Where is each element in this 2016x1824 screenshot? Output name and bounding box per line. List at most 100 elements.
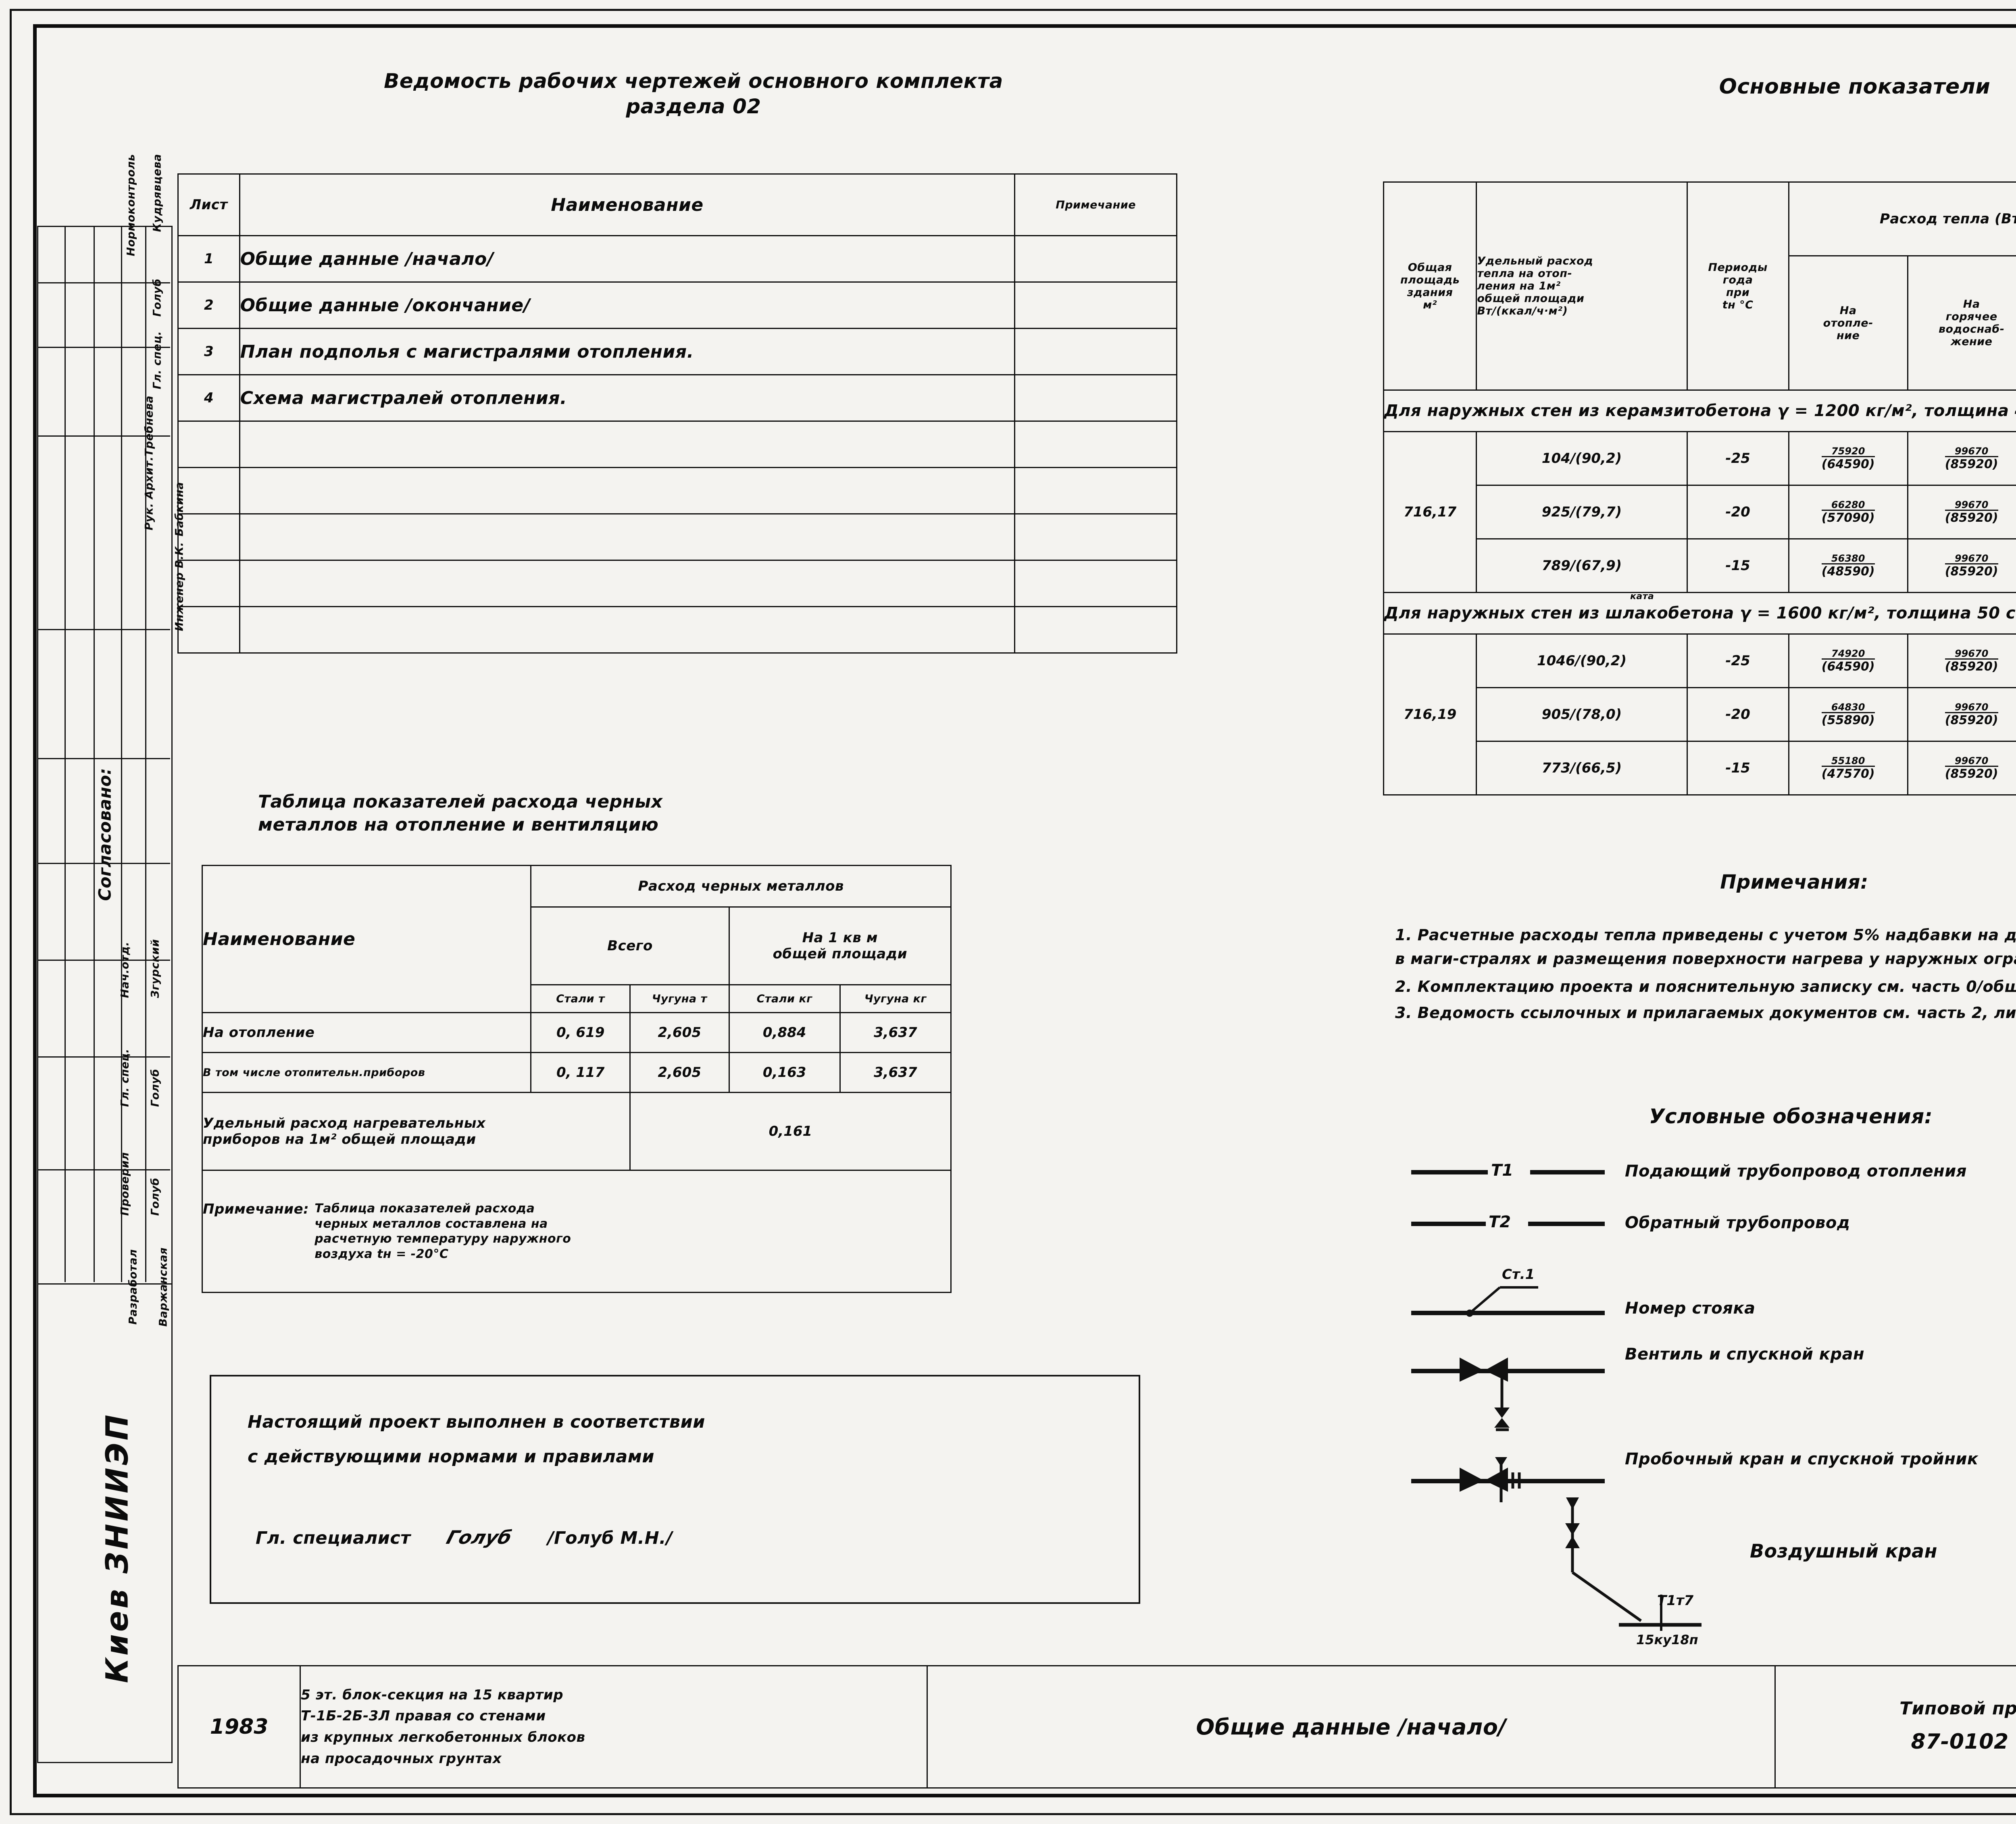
legend-list: Т1 Подающий трубопровод отопления Т2 Обр… xyxy=(1399,1149,2016,1542)
s0r2-hh-num: 56380 xyxy=(1821,554,1875,564)
metals-row-0-v1: 2,605 xyxy=(629,1012,730,1053)
metals-row-1-v0: 0, 117 xyxy=(530,1052,631,1093)
indicators-section-caption-row: Для наружных стен из шлакобетона γ = 160… xyxy=(1383,591,2016,635)
metals-sub-2: Стали кг xyxy=(728,984,841,1013)
indicators-col-heat-heating: На отопле- ние xyxy=(1788,255,1908,391)
indicators-heat-heating-l1: отопле- xyxy=(1823,316,1873,329)
metals-row-0-v3: 3,637 xyxy=(839,1012,952,1053)
metals-row-0-v0: 0, 619 xyxy=(530,1012,631,1053)
register-row-6-note xyxy=(1014,513,1177,561)
s0r1-hw-den: (85920) xyxy=(1945,511,1998,525)
legend-item-test-cock-drain-tee: Пробочный кран и спускной тройник xyxy=(1399,1450,2016,1539)
legend-label-return-pipe: Обратный трубопровод xyxy=(1625,1214,1850,1232)
s0r2-specific: 789/(67,9) xyxy=(1476,538,1688,593)
air-valve-annot-bottom: 15ку18п xyxy=(1636,1632,1698,1647)
s0r0-specific: 104/(90,2) xyxy=(1476,431,1688,486)
s0r1-hw-num: 99670 xyxy=(1945,500,1998,511)
notes-list: 1. Расчетные расходы тепла приведены с у… xyxy=(1395,923,2016,1025)
table-row xyxy=(177,421,1177,468)
indicators-section-caption-row: Для наружных стен из керамзитобетона γ =… xyxy=(1383,389,2016,432)
notes-title: Примечания: xyxy=(1720,871,1868,893)
metals-specific-value: 0,161 xyxy=(629,1092,952,1171)
register-row-8-sheet xyxy=(177,606,240,654)
indicators-col-periods-l1: года xyxy=(1722,273,1753,286)
metals-col-total: Всего xyxy=(530,906,730,985)
indicators-col-specific: Удельный расход тепла на отоп- ления на … xyxy=(1476,181,1688,391)
title-block-object-line3: на просадочных грунтах xyxy=(301,1750,502,1767)
metals-col-name: Наименование xyxy=(201,865,532,1013)
s1r0-heat-hw: 99670 (85920) xyxy=(1907,633,2016,688)
riser-number-code: Ст.1 xyxy=(1502,1266,1535,1283)
register-col-note: Примечание xyxy=(1014,173,1177,236)
register-row-5-note xyxy=(1014,467,1177,514)
approvals-divider-3 xyxy=(121,226,122,1282)
table-row: 716,17 104/(90,2) -25 75920 (64590) 99670… xyxy=(1383,431,2016,593)
metals-title-line1: Таблица показателей расхода черных xyxy=(258,791,663,812)
metals-specific-label-line2: приборов на 1м² общей площади xyxy=(203,1131,476,1147)
metals-note-line-2: расчетную температуру наружного xyxy=(314,1232,571,1246)
indicators-heat-hw-l3: жение xyxy=(1950,335,1993,348)
s0r0-heat-hw: 99670 (85920) xyxy=(1907,431,2016,486)
s1r1-hh-den: (55890) xyxy=(1821,713,1875,727)
table-row: В том числе отопительн.приборов 0, 117 2… xyxy=(201,1052,952,1093)
metals-col-per-sqm-line2: общей площади xyxy=(773,946,908,962)
s1r2-heat-heating: 55180 (47570) xyxy=(1788,741,1908,795)
s0r0-hh-den: (64590) xyxy=(1821,457,1875,471)
title-block-project-label: Типовой проект xyxy=(1899,1698,2016,1719)
title-block-year: 1983 xyxy=(177,1665,301,1789)
table-row: 716,19 1046/(90,2) -25 74920 (64590) 9967… xyxy=(1383,633,2016,795)
compliance-name: /Голуб М.Н./ xyxy=(547,1528,673,1548)
s0r0-period: -25 xyxy=(1686,431,1789,486)
title-block: 1983 5 эт. блок-секция на 15 квартир Т-1… xyxy=(177,1665,2016,1789)
indicators-section-0-caption: Для наружных стен из керамзитобетона γ =… xyxy=(1383,389,2016,432)
register-row-2-note xyxy=(1014,328,1177,375)
approvals-role-3: Рук. Архит.Требнева xyxy=(143,395,156,531)
organization-box xyxy=(37,1282,173,1763)
metals-col-per-sqm-line1: На 1 кв м xyxy=(802,930,878,946)
s1r0-hh-den: (64590) xyxy=(1821,660,1875,674)
title-block-object-line0: 5 эт. блок-секция на 15 квартир xyxy=(301,1687,564,1703)
register-row-0-sheet: 1 xyxy=(177,235,240,283)
metals-header-row-2: Всего На 1 кв м общей площади xyxy=(202,906,952,985)
indicators-header-row-1: Общая площадь здания м² Удельный расход … xyxy=(1383,181,2016,391)
table-row: 789/(67,9) -15 56380 (48590) 99670 (85920)… xyxy=(1384,538,2016,593)
approvals-divider-1 xyxy=(65,226,66,1282)
register-col-sheet: Лист xyxy=(177,173,240,236)
s1r0-heat-heating: 74920 (64590) xyxy=(1788,633,1908,688)
compliance-line1: Настоящий проект выполнен в соответствии xyxy=(248,1412,705,1432)
register-row-4-name xyxy=(239,421,1016,468)
approvals-rule-4 xyxy=(37,629,170,630)
metals-note-line-0: Таблица показателей расхода xyxy=(314,1201,535,1216)
test-cock-drain-tee-icon xyxy=(1399,1454,1625,1535)
approvals-rule-6 xyxy=(37,863,170,864)
air-valve-annot-top: Т1т7 xyxy=(1657,1593,1694,1609)
register-col-name: Наименование xyxy=(239,173,1016,236)
title-block-object: 5 эт. блок-секция на 15 квартир Т-1Б-2Б-… xyxy=(300,1665,928,1789)
metals-note-row: Примечание: Таблица показателей расхода … xyxy=(202,1170,952,1293)
indicators-col-area-l3: м² xyxy=(1423,298,1437,311)
legend-label-supply-pipe: Подающий трубопровод отопления xyxy=(1625,1162,1967,1181)
register-row-2-name: План подполья с магистралями отопления. xyxy=(239,328,1016,375)
register-title-line1: Ведомость рабочих чертежей основного ком… xyxy=(384,69,1003,93)
table-row xyxy=(177,606,1177,654)
metals-specific-row: Удельный расход нагревательных приборов … xyxy=(202,1092,952,1171)
metals-specific-label: Удельный расход нагревательных приборов … xyxy=(202,1092,631,1171)
riser-number-icon: Ст.1 xyxy=(1399,1254,1625,1327)
note-item-2: 3. Ведомость ссылочных и прилагаемых док… xyxy=(1395,1004,2016,1022)
s0r1-hh-den: (57090) xyxy=(1821,511,1875,525)
register-row-7-note xyxy=(1014,560,1177,607)
indicators-header-row-2: На отопле- ние На горячее водоснаб- жени… xyxy=(1384,255,2016,391)
s0r1-heat-heating: 66280 (57090) xyxy=(1788,485,1908,539)
register-title-line2: раздела 02 xyxy=(626,94,761,118)
s1r2-hw-den: (85920) xyxy=(1945,767,1998,781)
legend-label-test-cock-drain-tee: Пробочный кран и спускной тройник xyxy=(1625,1450,1979,1468)
table-row: На отопление 0, 619 2,605 0,884 3,637 xyxy=(201,1012,952,1053)
indicators-col-periods-l3: tн °С xyxy=(1722,298,1754,311)
table-row xyxy=(177,513,1177,561)
s1r2-specific: 773/(66,5) xyxy=(1476,741,1688,795)
s1r1-heat-heating: 64830 (55890) xyxy=(1788,687,1908,742)
legend-label-riser-number: Номер стояка xyxy=(1625,1299,1756,1318)
metals-row-0-v2: 0,884 xyxy=(728,1012,841,1053)
indicators-section-1-caption-cell: Для наружных стен из шлакобетона γ = 160… xyxy=(1383,591,2016,635)
metals-note-label: Примечание: xyxy=(203,1201,309,1217)
